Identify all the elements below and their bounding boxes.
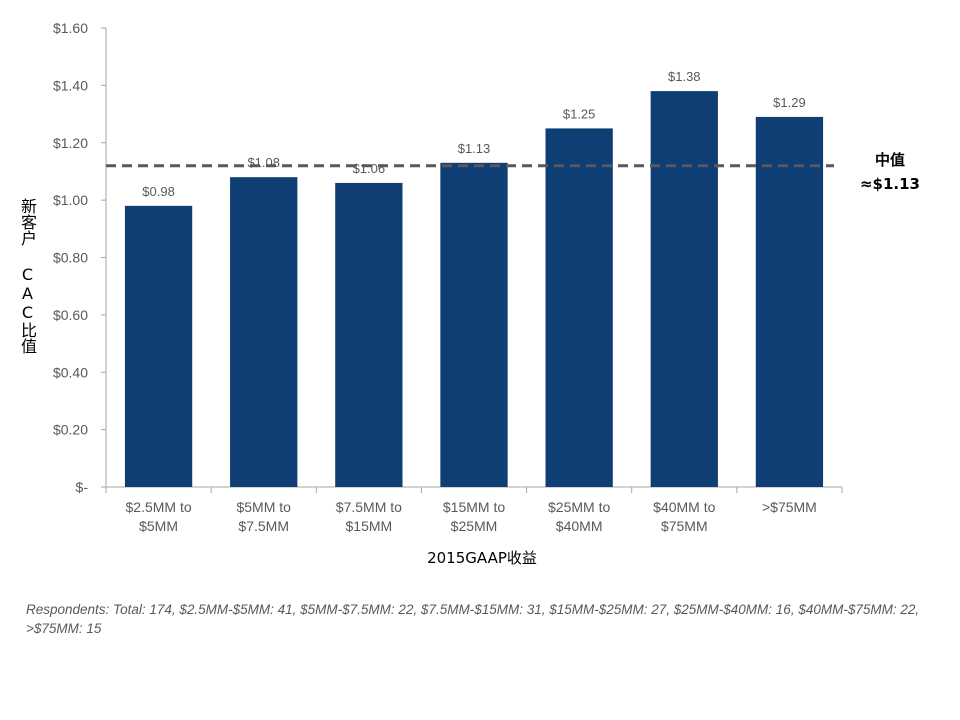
y-tick-label: $0.80 (53, 250, 88, 266)
x-category-label: $2.5MM to $5MM (126, 499, 192, 534)
x-axis: $2.5MM to $5MM $5MM to $7.5MM $7.5MM to $15MM… (105, 486, 843, 534)
bar-data-label: $1.08 (247, 155, 280, 170)
bar-chart: $- $0.20 $0.40 $0.60 $0.80 $1.00 $1.20 $1.40 $1.… (53, 20, 920, 567)
bar (124, 205, 193, 488)
bar-data-label: $1.25 (563, 106, 596, 121)
x-category-label: $15MM to $25MM (443, 499, 505, 534)
respondents-footnote: Respondents: Total: 174, $2.5MM-$5MM: 41… (26, 602, 920, 636)
y-tick-label: $0.60 (53, 307, 88, 323)
y-axis-title: 新客户 CAC比值 (18, 198, 37, 354)
bar-data-label: $1.29 (773, 95, 806, 110)
y-tick-label: $1.60 (53, 20, 88, 36)
bar-data-label: $0.98 (142, 184, 175, 199)
bar-data-label: $1.38 (668, 69, 701, 84)
bars: $0.98 $1.08 $1.06 $1.13 $1.25 $1.38 $1.29 (124, 69, 824, 488)
bar (440, 162, 508, 488)
x-axis-title: 2015GAAP收益 (427, 549, 537, 567)
y-axis: $- $0.20 $0.40 $0.60 $0.80 $1.00 $1.20 $1.40 $1.… (53, 20, 107, 495)
y-tick-label: $1.00 (53, 192, 88, 208)
median-label-title: 中值 (875, 151, 905, 169)
bar (545, 128, 613, 487)
x-category-label: $25MM to $40MM (548, 499, 610, 534)
bar (230, 177, 298, 488)
y-tick-label: $- (76, 479, 89, 495)
bar (650, 91, 718, 488)
bar-data-label: $1.06 (353, 161, 386, 176)
bar-data-label: $1.13 (458, 141, 491, 156)
median-line-group: 中值 ≈$1.13 (106, 151, 920, 193)
x-category-label: $7.5MM to $15MM (336, 499, 402, 534)
y-tick-label: $0.20 (53, 422, 88, 438)
x-category-label: >$75MM (762, 499, 817, 515)
bar (755, 116, 824, 488)
y-tick-label: $0.40 (53, 364, 88, 380)
x-category-label: $40MM to $75MM (653, 499, 715, 534)
median-label-value: ≈$1.13 (860, 175, 920, 193)
x-category-label: $5MM to $7.5MM (236, 499, 291, 534)
y-tick-label: $1.20 (53, 135, 88, 151)
y-tick-label: $1.40 (53, 77, 88, 93)
bar (335, 182, 403, 487)
